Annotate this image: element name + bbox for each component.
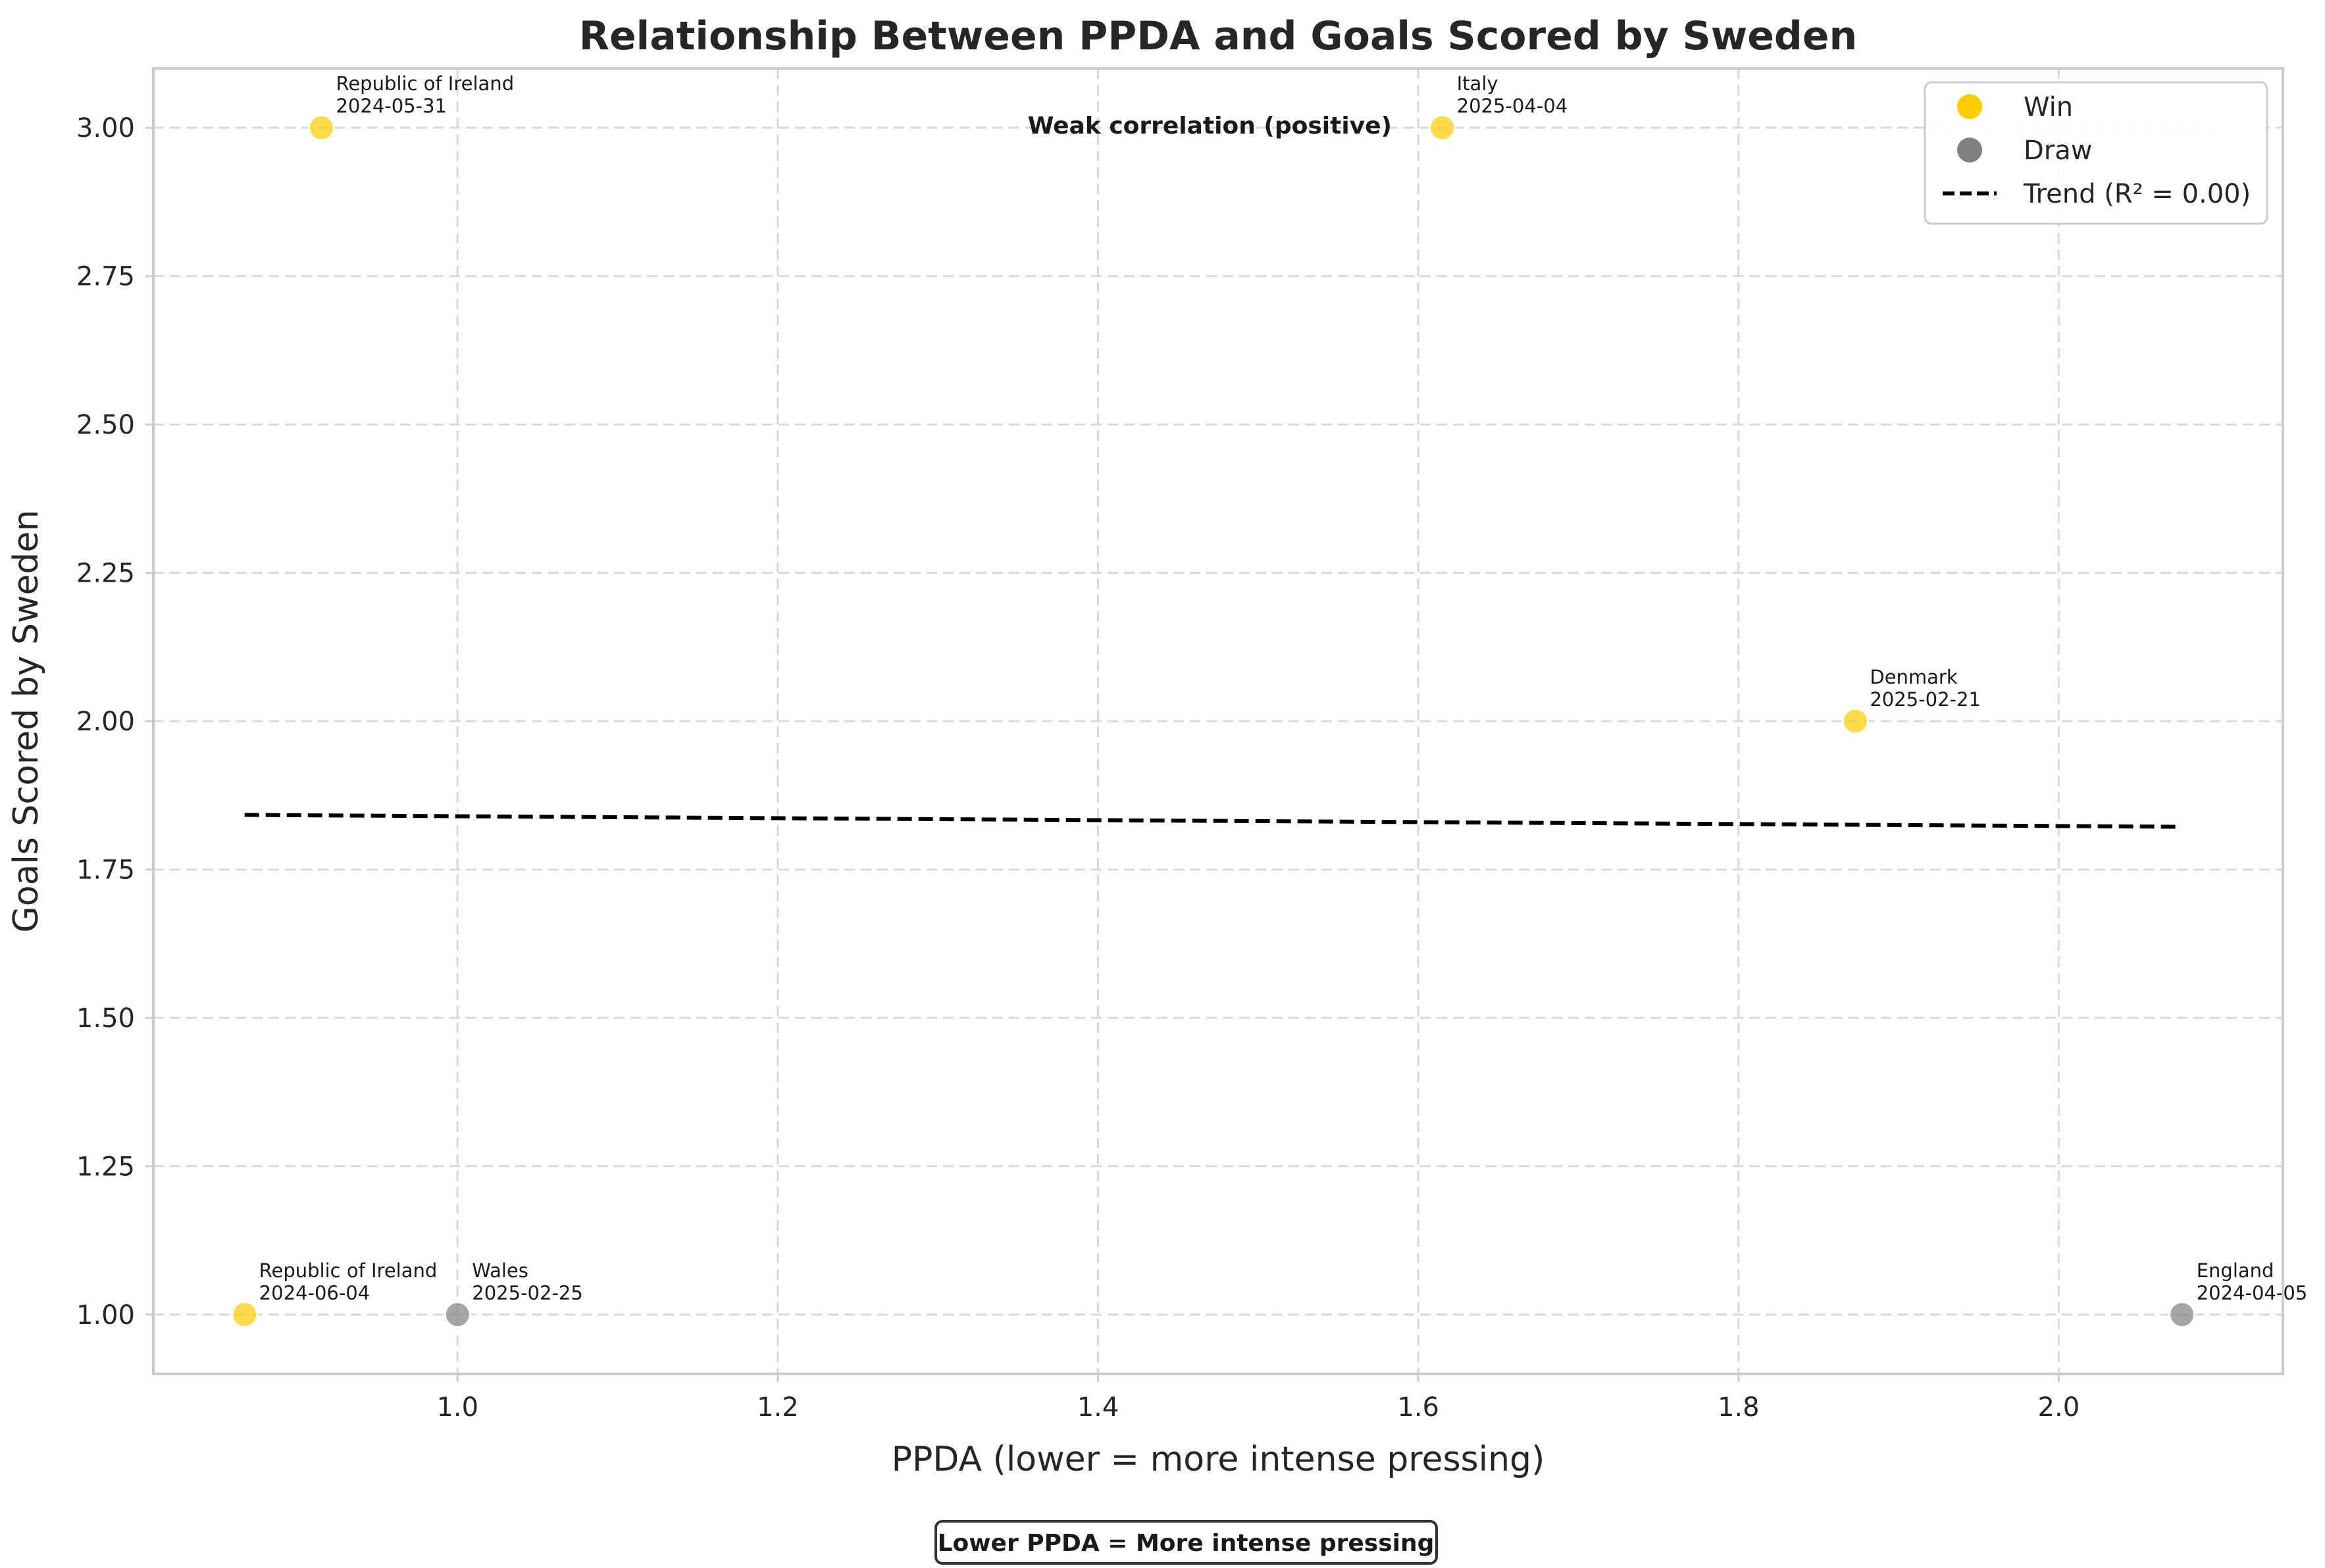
point-label-date: 2025-02-25	[472, 1282, 583, 1304]
x-tick-label: 2.0	[2038, 1392, 2080, 1423]
y-tick-label: 2.75	[76, 262, 135, 292]
y-axis-label: Goals Scored by Sweden	[7, 509, 46, 932]
legend-label: Draw	[2024, 136, 2092, 166]
point-label-opponent: Republic of Ireland	[336, 72, 514, 95]
point-label-opponent: Wales	[472, 1259, 528, 1282]
point-label-date: 2025-04-04	[1457, 95, 1568, 117]
y-tick-label: 1.00	[76, 1300, 135, 1330]
trend-layer	[244, 813, 2182, 829]
data-point	[1841, 707, 1869, 735]
data-point	[1429, 114, 1456, 141]
footer-note-box: Lower PPDA = More intense pressing	[934, 1520, 1438, 1565]
y-tick-label: 3.00	[76, 113, 135, 143]
x-tick-label: 1.0	[436, 1392, 478, 1423]
x-tick-label: 1.6	[1397, 1392, 1439, 1423]
point-label-opponent: Italy	[1457, 72, 1498, 95]
legend-label: Win	[2024, 92, 2073, 122]
y-axis-ticks: 1.00 1.25 1.50 1.75 2.00 2.25 2.50 2.75 3.00	[76, 113, 153, 1330]
trend-line	[244, 813, 2182, 829]
data-point	[444, 1301, 471, 1328]
data-point	[307, 114, 335, 141]
point-label-opponent: England	[2197, 1259, 2274, 1282]
legend-box	[1924, 81, 2268, 225]
point-label-date: 2025-02-21	[1870, 688, 1981, 711]
point-label-date: 2024-04-05	[2197, 1282, 2308, 1304]
x-tick-label: 1.8	[1718, 1392, 1760, 1423]
point-label-opponent: Denmark	[1870, 666, 1957, 688]
correlation-annotation: Weak correlation (positive)	[1028, 113, 1392, 139]
point-label-opponent: Republic of Ireland	[259, 1259, 438, 1282]
footer-note: Lower PPDA = More intense pressing	[938, 1530, 1435, 1557]
y-tick-label: 2.25	[76, 559, 135, 589]
y-tick-label: 1.25	[76, 1151, 135, 1182]
x-tick-label: 1.4	[1077, 1392, 1119, 1423]
x-axis-ticks: 1.0 1.2 1.4 1.6 1.8 2.0	[436, 1374, 2080, 1423]
scatter-points: Republic of Ireland2024-05-31Italy2025-0…	[231, 72, 2308, 1328]
legend-marker	[1957, 138, 1982, 163]
y-tick-label: 2.00	[76, 707, 135, 737]
data-point	[2168, 1301, 2196, 1328]
legend-marker	[1957, 94, 1982, 119]
point-label-date: 2024-05-31	[336, 95, 447, 117]
y-tick-label: 2.50	[76, 410, 135, 440]
x-tick-label: 1.2	[757, 1392, 799, 1423]
chart-title: Relationship Between PPDA and Goals Scor…	[579, 13, 1858, 59]
y-tick-label: 1.50	[76, 1003, 135, 1034]
legend: Win Draw Trend (R² = 0.00)	[1924, 81, 2268, 225]
y-tick-label: 1.75	[76, 855, 135, 885]
x-axis-label: PPDA (lower = more intense pressing)	[892, 1440, 1545, 1479]
grid-lines	[153, 68, 2283, 1374]
point-label-date: 2024-06-04	[259, 1282, 370, 1304]
legend-label: Trend (R² = 0.00)	[2023, 179, 2251, 209]
data-point	[231, 1301, 259, 1328]
